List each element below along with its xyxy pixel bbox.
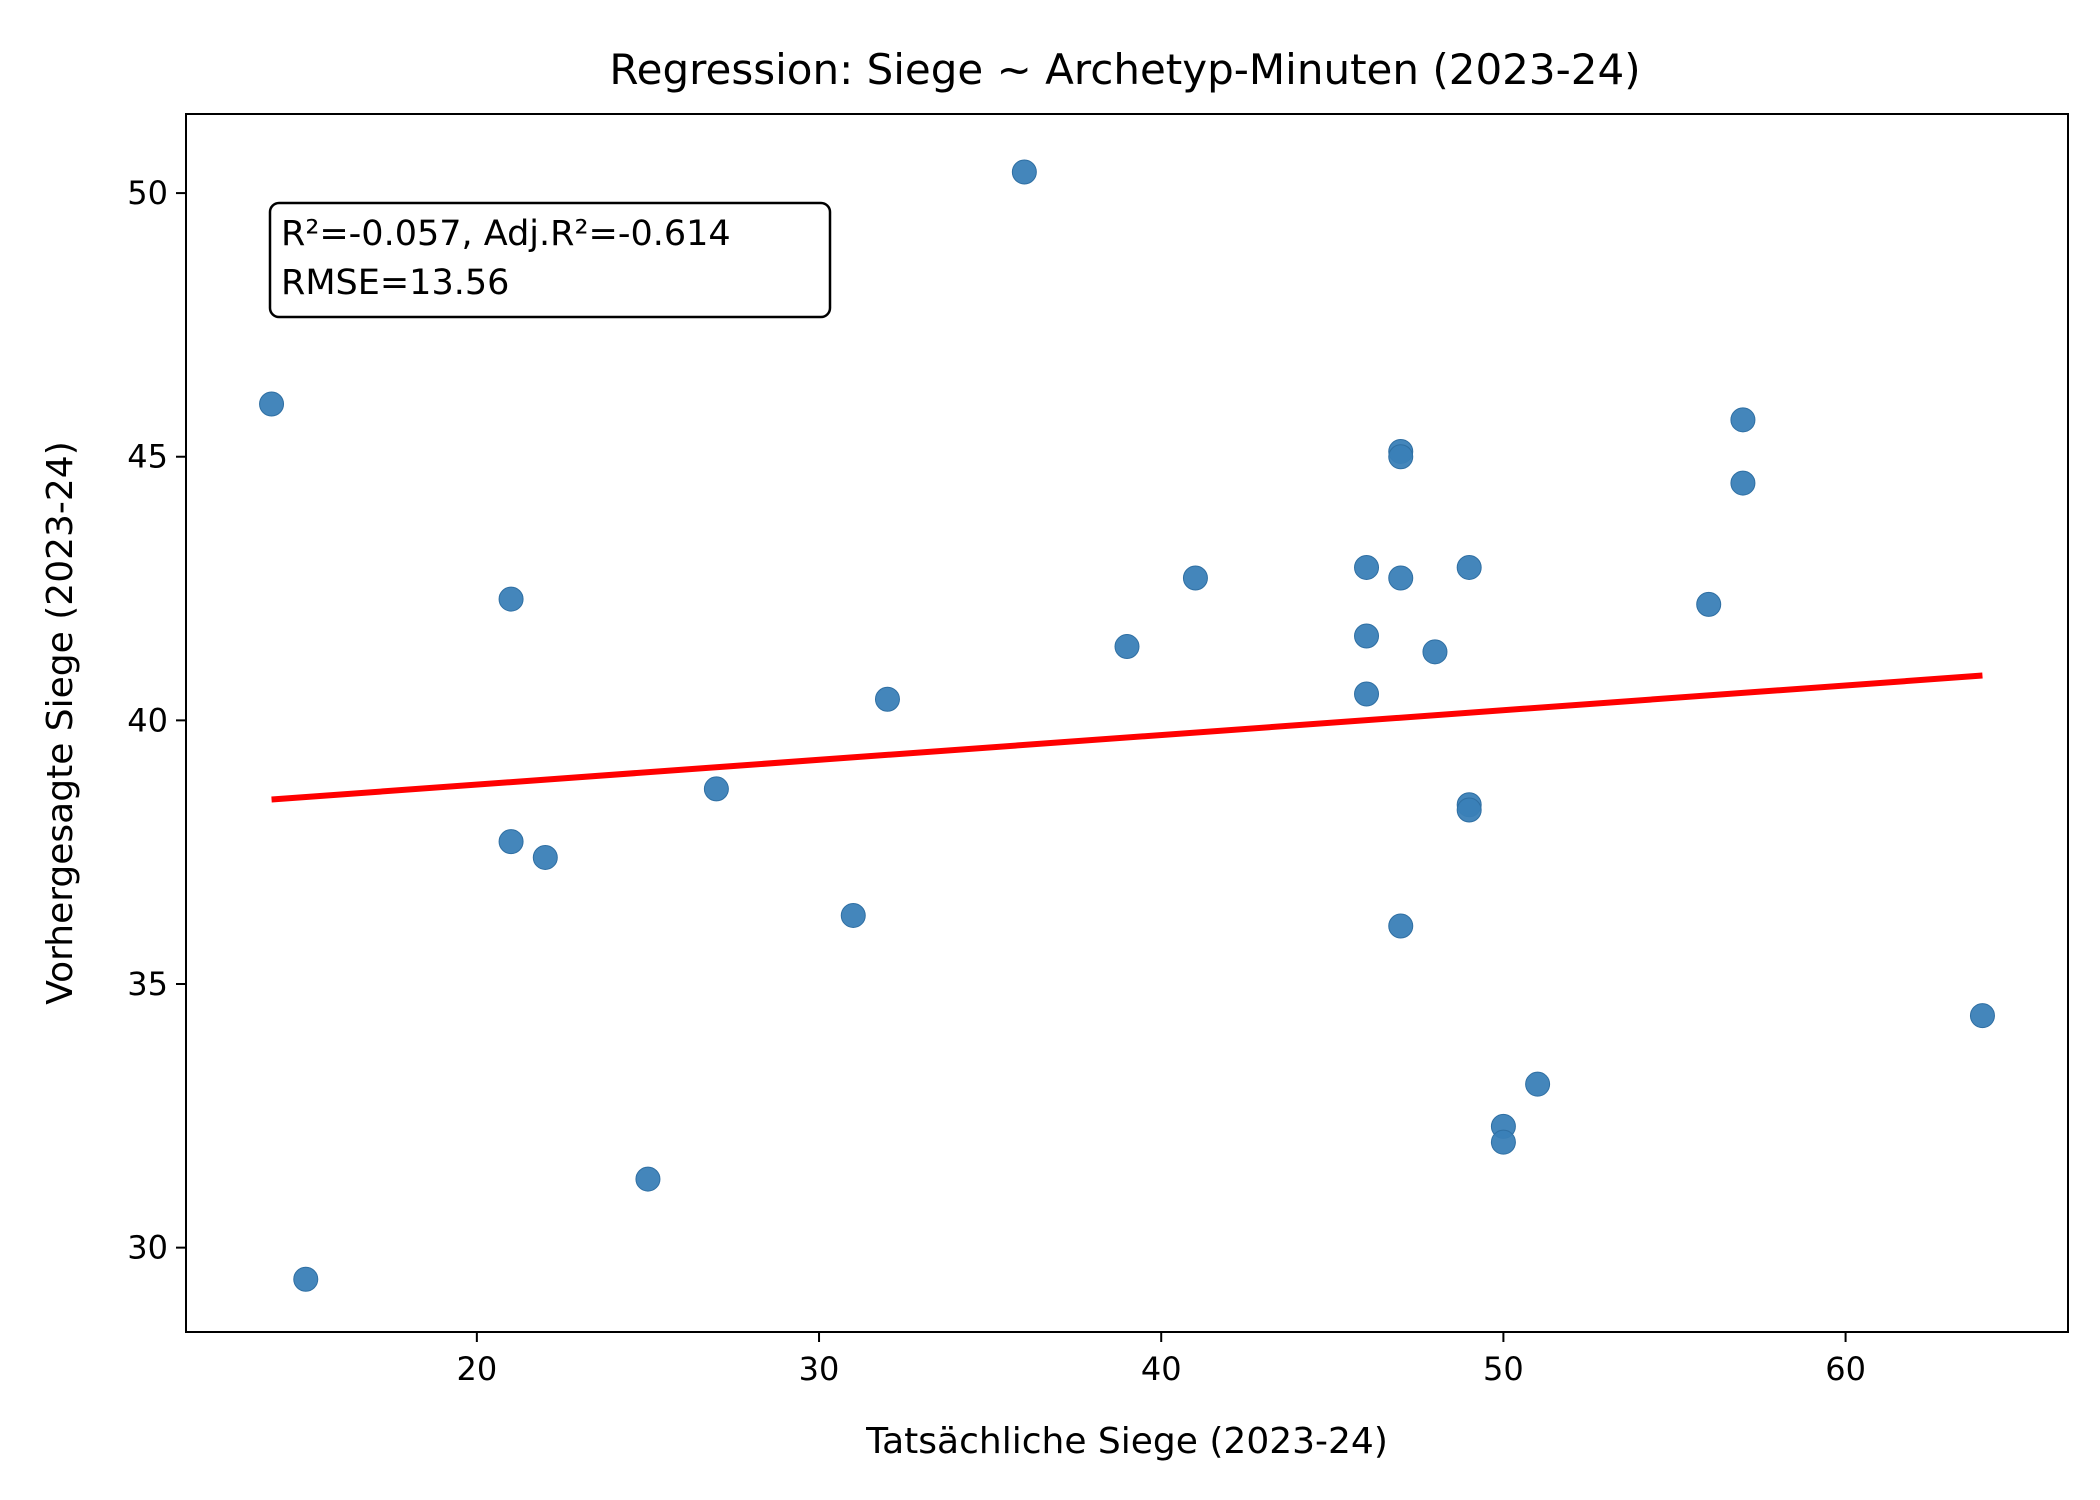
stats-annotation-frame — [268, 201, 832, 319]
y-tick-label: 40 — [127, 701, 168, 739]
scatter-point — [1354, 623, 1380, 649]
scatter-point — [1114, 634, 1140, 660]
scatter-point — [498, 829, 524, 855]
scatter-point — [1730, 407, 1756, 433]
scatter-point — [1011, 159, 1037, 185]
regression-fit-line-group — [271, 672, 1983, 803]
scatter-point — [874, 686, 900, 712]
scatter-point — [635, 1166, 661, 1192]
scatter-point — [293, 1266, 319, 1292]
scatter-point — [1422, 639, 1448, 665]
regression-fit-line — [271, 672, 1983, 803]
scatter-point — [1696, 591, 1722, 617]
y-axis-label: Vorhergesagte Siege (2023-24) — [40, 441, 81, 1004]
stats-annotation-box: R²=-0.057, Adj.R²=-0.614 RMSE=13.56 — [268, 201, 832, 319]
scatter-point — [1354, 681, 1380, 707]
scatter-point — [259, 391, 285, 417]
scatter-point — [1525, 1071, 1551, 1097]
x-tick-label: 60 — [1825, 1350, 1866, 1388]
scatter-point — [532, 844, 558, 870]
scatter-point — [1456, 797, 1482, 823]
scatter-points — [259, 159, 1995, 1292]
scatter-point — [840, 902, 866, 928]
y-tick-label: 30 — [127, 1229, 168, 1267]
scatter-point — [1388, 913, 1414, 939]
scatter-point — [703, 776, 729, 802]
y-tick-label: 35 — [127, 965, 168, 1003]
scatter-point — [1969, 1003, 1995, 1029]
scatter-point — [1388, 565, 1414, 591]
y-axis-ticks: 30 35 40 45 50 — [127, 174, 186, 1267]
scatter-point — [1490, 1129, 1516, 1155]
scatter-point — [1456, 554, 1482, 580]
scatter-point — [1388, 444, 1414, 470]
x-tick-label: 40 — [1141, 1350, 1182, 1388]
stats-rmse-text: RMSE=13.56 — [281, 263, 509, 303]
y-tick-label: 45 — [127, 438, 168, 476]
scatter-point — [1354, 554, 1380, 580]
scatter-point — [498, 586, 524, 612]
x-axis-label: Tatsächliche Siege (2023-24) — [865, 1421, 1388, 1462]
x-tick-label: 20 — [456, 1350, 497, 1388]
x-tick-label: 30 — [799, 1350, 840, 1388]
stats-r2-text: R²=-0.057, Adj.R²=-0.614 — [281, 214, 731, 254]
scatter-point — [1730, 470, 1756, 496]
x-tick-label: 50 — [1483, 1350, 1524, 1388]
scatter-point — [1182, 565, 1208, 591]
plot-area-frame — [185, 113, 2069, 1333]
y-tick-label: 50 — [127, 174, 168, 212]
x-axis-ticks: 20 30 40 50 60 — [456, 1332, 1866, 1388]
chart-title: Regression: Siege ~ Archetyp-Minuten (20… — [609, 45, 1640, 94]
